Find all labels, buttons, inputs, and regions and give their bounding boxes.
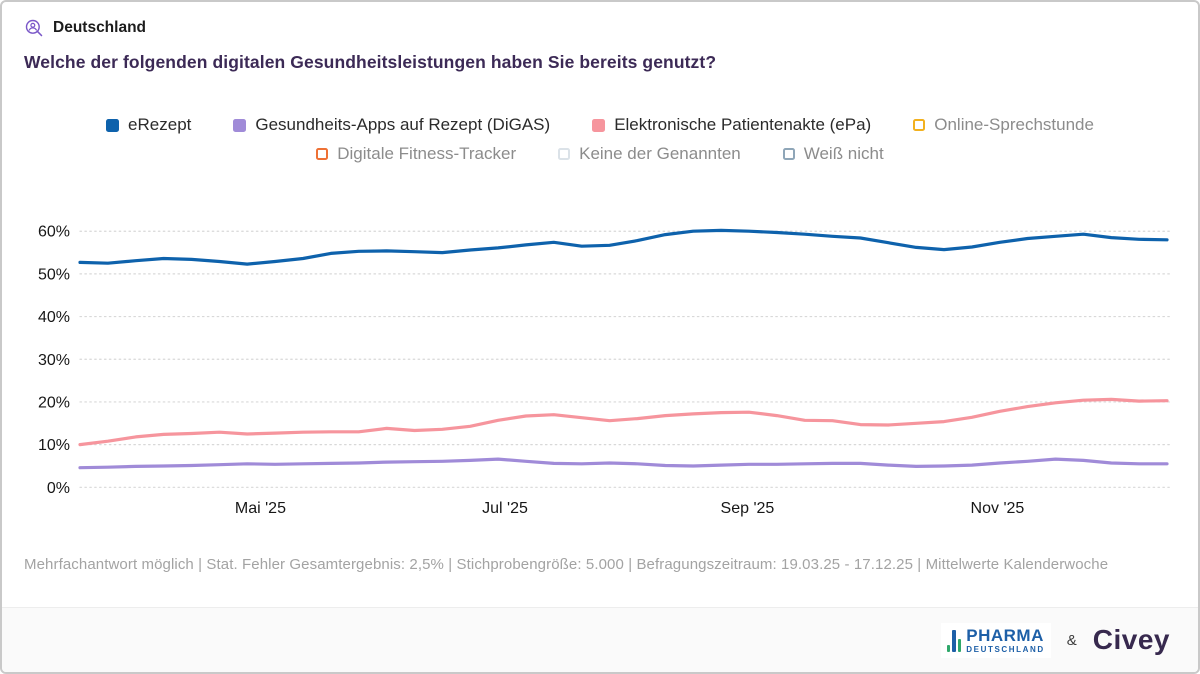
legend-row: eRezept Gesundheits-Apps auf Rezept (DiGA… <box>2 115 1198 135</box>
legend-item-keine-der-genannten[interactable]: Keine der Genannten <box>558 144 741 164</box>
series-line-elektronische-patientenakte-epa[interactable] <box>78 397 1169 447</box>
legend-label-digas: Gesundheits-Apps auf Rezept (DiGAS) <box>255 115 551 134</box>
series-line-erezept[interactable] <box>78 228 1169 266</box>
legend-item-weiss-nicht[interactable]: Weiß nicht <box>782 144 884 164</box>
y-tick-label: 50% <box>38 266 70 283</box>
logo-bar: PHARMA DEUTSCHLAND & Civey <box>2 607 1198 672</box>
legend-label-epa: Elektronische Patientenakte (ePa) <box>614 115 872 134</box>
civey-logo[interactable]: Civey <box>1092 624 1170 655</box>
legend-swatch-digas <box>233 118 247 132</box>
legend-item-epa[interactable]: Elektronische Patientenakte (ePa) <box>592 115 871 135</box>
legend-label-fitness-tracker: Digitale Fitness-Tracker <box>337 144 517 163</box>
y-tick-label: 30% <box>38 352 70 369</box>
legend-swatch-online-sprechstunde <box>913 119 926 131</box>
header: Deutschland Welche der folgenden digital… <box>2 2 1198 73</box>
pharma-logo-line2: DEUTSCHLAND <box>966 644 1045 654</box>
y-tick-label: 0% <box>47 480 70 497</box>
x-tick-label: Mai '25 <box>235 500 286 517</box>
x-tick-label: Jul '25 <box>482 500 528 517</box>
pharma-deutschland-logo[interactable]: PHARMA DEUTSCHLAND <box>940 622 1051 658</box>
legend-row: Digitale Fitness-Tracker Keine der Genann… <box>2 144 1198 164</box>
legend-item-digas[interactable]: Gesundheits-Apps auf Rezept (DiGAS) <box>233 115 550 135</box>
y-tick-label: 20% <box>38 394 70 411</box>
legend-swatch-erezept <box>106 118 120 132</box>
legend-swatch-weiss-nicht <box>782 148 795 160</box>
legend-item-online-sprechstunde[interactable]: Online-Sprechstunde <box>913 115 1094 135</box>
y-tick-label: 40% <box>38 309 70 326</box>
legend-item-erezept[interactable]: eRezept <box>106 115 191 135</box>
survey-footnote: Mehrfachantwort möglich | Stat. Fehler G… <box>24 556 1109 573</box>
legend-swatch-fitness-tracker <box>316 148 329 160</box>
legend-item-fitness-tracker[interactable]: Digitale Fitness-Tracker <box>316 144 516 164</box>
page-title: Welche der folgenden digitalen Gesundhei… <box>24 52 717 72</box>
region-label: Deutschland <box>53 19 147 36</box>
region-row: Deutschland <box>24 16 1176 40</box>
x-tick-label: Sep '25 <box>721 500 775 517</box>
legend-swatch-keine-der-genannten <box>558 148 571 160</box>
y-tick-label: 10% <box>38 437 70 454</box>
legend-label-erezept: eRezept <box>128 115 192 134</box>
legend: eRezept Gesundheits-Apps auf Rezept (DiGA… <box>2 115 1198 164</box>
legend-swatch-epa <box>592 118 606 132</box>
x-tick-label: Nov '25 <box>971 500 1025 517</box>
series-line-gesundheits-apps-auf-rezept-digas[interactable] <box>78 457 1169 470</box>
person-search-icon <box>24 18 44 38</box>
line-chart: 0% 10% 20% 30% 40% 50% 60% Mai '25 Jul '25 Sep '2… <box>38 224 1173 517</box>
legend-label-keine-der-genannten: Keine der Genannten <box>579 144 741 163</box>
ampersand: & <box>1066 631 1077 649</box>
legend-label-weiss-nicht: Weiß nicht <box>803 144 884 163</box>
legend-label-online-sprechstunde: Online-Sprechstunde <box>934 115 1094 134</box>
chart-area: 0% 10% 20% 30% 40% 50% 60% Mai '25 Jul '25 Sep '2… <box>2 216 1198 526</box>
pharma-logo-icon <box>946 628 962 652</box>
y-tick-label: 60% <box>38 224 70 241</box>
pharma-logo-line1: PHARMA <box>966 625 1044 645</box>
